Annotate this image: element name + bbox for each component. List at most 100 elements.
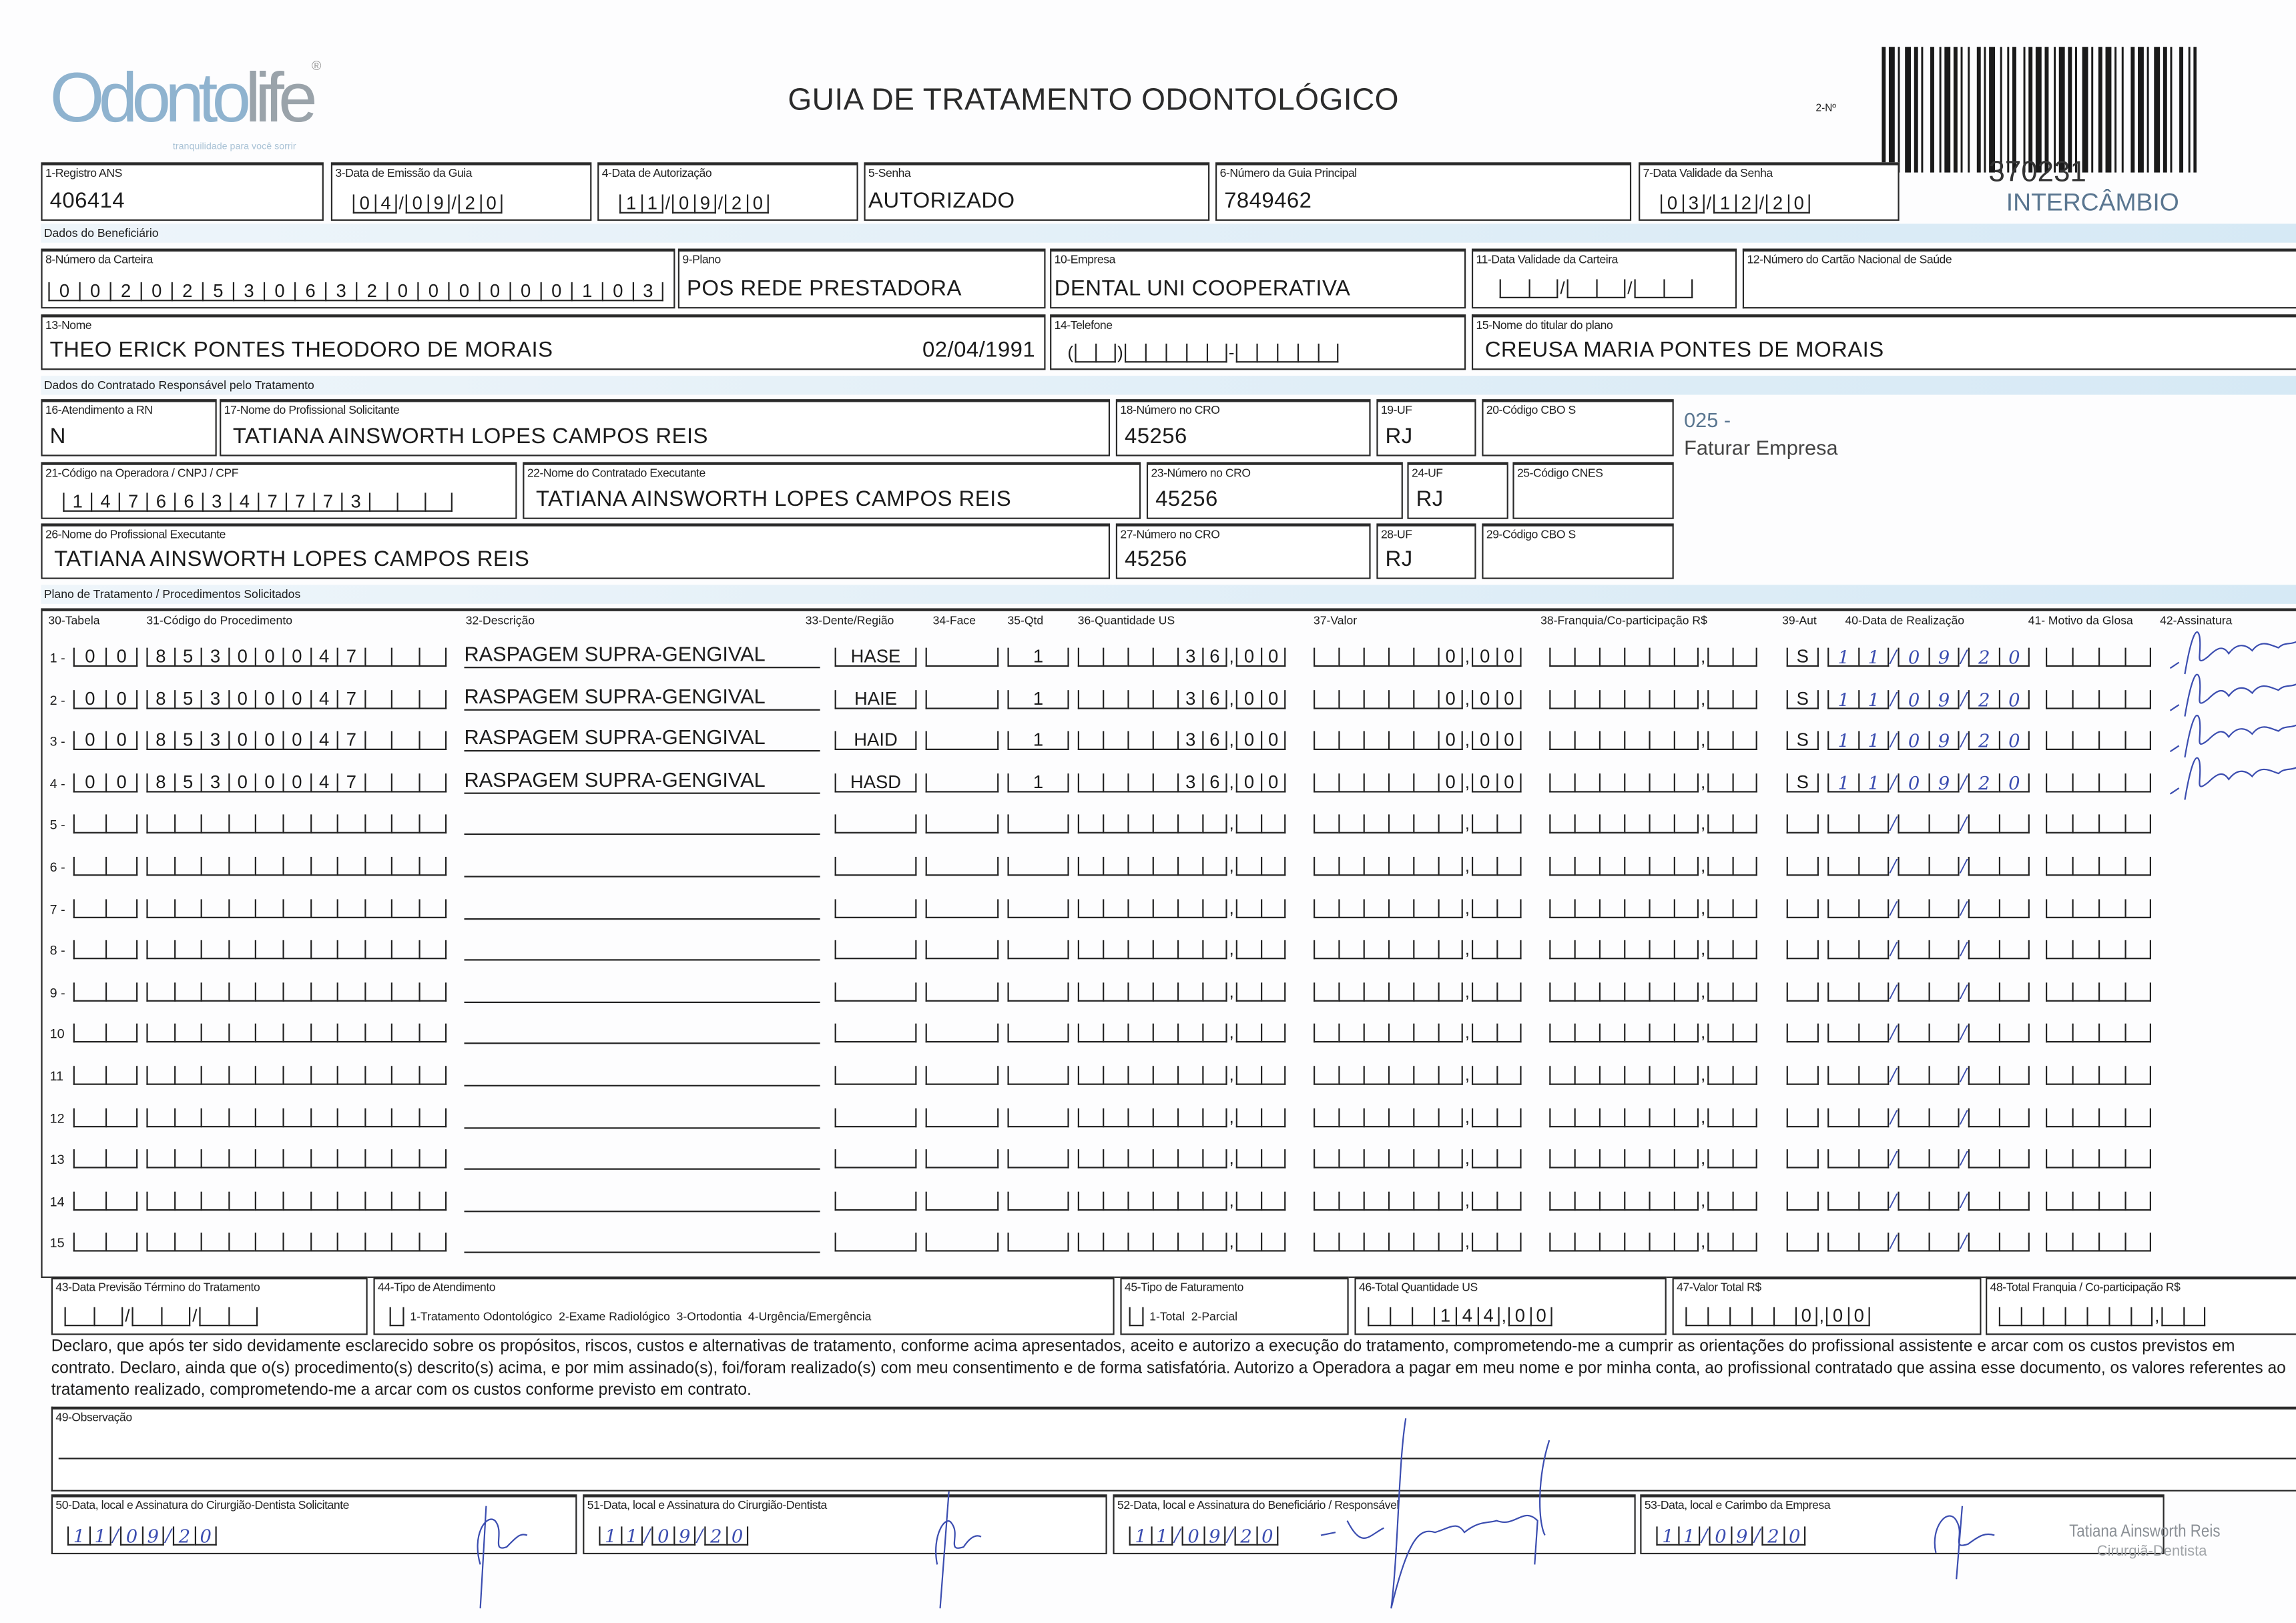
qtd-comb[interactable]: 1 [1007, 731, 1069, 751]
qtd-comb[interactable] [1007, 1191, 1069, 1211]
valor-comb[interactable]: , [1314, 814, 1522, 834]
field-total-quantidade-us[interactable]: 46-Total Quantidade US 1 4 4, 0 0 [1354, 1276, 1667, 1335]
dente-comb[interactable] [834, 1107, 917, 1127]
valor-comb[interactable]: , [1314, 1065, 1522, 1085]
data-realizacao-comb[interactable]: / / [1827, 1233, 2030, 1253]
glosa-comb[interactable] [2046, 647, 2151, 667]
franquia-comb[interactable]: , [1549, 689, 1757, 709]
dente-comb[interactable]: HAIE [834, 689, 917, 709]
data-realizacao-comb[interactable]: / / [1827, 1023, 2030, 1044]
qtd-comb[interactable] [1007, 1233, 1069, 1253]
qtd-comb[interactable] [1007, 815, 1069, 834]
glosa-comb[interactable] [2046, 1024, 2151, 1044]
field-assinatura-dentista[interactable]: 51-Data, local e Assinatura do Cirurgião… [583, 1494, 1107, 1555]
face-comb[interactable] [925, 731, 999, 751]
field-codigo-operadora[interactable]: 21-Código na Operadora / CNPJ / CPF 1 4 7 6 6… [41, 462, 517, 519]
face-comb[interactable] [925, 940, 999, 960]
field-uf-contratado[interactable]: 24-UF RJ [1407, 462, 1508, 519]
glosa-comb[interactable] [2046, 815, 2151, 834]
codigo-comb[interactable] [146, 1233, 447, 1253]
aut-comb[interactable] [1786, 898, 1819, 918]
face-comb[interactable] [925, 1233, 999, 1253]
codigo-comb[interactable] [146, 982, 447, 1002]
franquia-comb[interactable]: , [1549, 772, 1757, 793]
data-realizacao-comb[interactable]: / / [1827, 1107, 2030, 1127]
qtd-comb[interactable] [1007, 1066, 1069, 1085]
field-profissional-solicitante[interactable]: 17-Nome do Profissional Solicitante TATIA… [220, 399, 1111, 456]
data-realizacao-comb[interactable]: / / [1827, 940, 2030, 960]
codigo-comb[interactable] [146, 1024, 447, 1044]
glosa-comb[interactable] [2046, 1233, 2151, 1253]
field-nome[interactable]: 13-Nome THEO ERICK PONTES THEODORO DE MOR… [41, 314, 1046, 370]
qtd-comb[interactable] [1007, 940, 1069, 960]
qtd-us-comb[interactable]: , [1077, 1065, 1286, 1085]
face-comb[interactable] [925, 1066, 999, 1085]
tabela-comb[interactable] [73, 1024, 138, 1044]
glosa-comb[interactable] [2046, 982, 2151, 1002]
field-uf-solicitante[interactable]: 19-UF RJ [1376, 399, 1476, 456]
field-cro-contratado[interactable]: 23-Número no CRO 45256 [1146, 462, 1403, 519]
data-realizacao-comb[interactable]: 1 1/0 9/2 0 [1827, 772, 2030, 793]
qtd-comb[interactable] [1007, 1107, 1069, 1127]
valor-comb[interactable]: , [1314, 1149, 1522, 1169]
glosa-comb[interactable] [2046, 1107, 2151, 1127]
franquia-comb[interactable]: , [1549, 1191, 1757, 1211]
field-contratado-executante[interactable]: 22-Nome do Contratado Executante TATIANA … [523, 462, 1141, 519]
face-comb[interactable] [925, 689, 999, 709]
franquia-comb[interactable]: , [1549, 898, 1757, 918]
field-guia-principal[interactable]: 6-Número da Guia Principal 7849462 [1215, 162, 1632, 221]
field-numero-carteira[interactable]: 8-Número da Carteira 0 0 2 0 2 5 3 0 6 3 2 0 0 0 0 0 0 1 0 3 [41, 248, 675, 309]
data-realizacao-comb[interactable]: 1 1/0 9/2 0 [1827, 647, 2030, 667]
valor-comb[interactable]: , [1314, 1107, 1522, 1127]
glosa-comb[interactable] [2046, 1066, 2151, 1085]
valor-comb[interactable]: , [1314, 940, 1522, 960]
field-titular-plano[interactable]: 15-Nome do titular do plano CREUSA MARIA … [1471, 314, 2296, 370]
codigo-comb[interactable] [146, 1191, 447, 1211]
tabela-comb[interactable] [73, 856, 138, 876]
face-comb[interactable] [925, 815, 999, 834]
qtd-us-comb[interactable]: , [1077, 1149, 1286, 1169]
dente-comb[interactable] [834, 940, 917, 960]
field-senha[interactable]: 5-Senha AUTORIZADO [864, 162, 1210, 221]
dente-comb[interactable]: HASD [834, 772, 917, 793]
valor-comb[interactable]: , [1314, 982, 1522, 1002]
field-atendimento-rn[interactable]: 16-Atendimento a RN N [41, 399, 217, 456]
aut-comb[interactable] [1786, 1066, 1819, 1085]
qtd-us-comb[interactable]: , [1077, 1191, 1286, 1211]
franquia-comb[interactable]: , [1549, 647, 1757, 667]
data-realizacao-comb[interactable]: / / [1827, 856, 2030, 876]
field-cro-executante[interactable]: 27-Número no CRO 45256 [1115, 523, 1371, 579]
qtd-comb[interactable] [1007, 1149, 1069, 1169]
glosa-comb[interactable] [2046, 689, 2151, 709]
data-realizacao-comb[interactable]: / / [1827, 982, 2030, 1002]
tabela-comb[interactable] [73, 815, 138, 834]
codigo-comb[interactable] [146, 1107, 447, 1127]
franquia-comb[interactable]: , [1549, 1233, 1757, 1253]
dente-comb[interactable] [834, 856, 917, 876]
option-cell[interactable] [389, 1307, 404, 1327]
qtd-us-comb[interactable]: , [1077, 1023, 1286, 1044]
qtd-us-comb[interactable]: , [1077, 856, 1286, 876]
codigo-comb[interactable] [146, 1066, 447, 1085]
field-cbo-executante[interactable]: 29-Código CBO S [1482, 523, 1674, 579]
field-telefone[interactable]: 14-Telefone() - [1050, 314, 1466, 370]
field-observacao[interactable]: 49-Observação [51, 1406, 2296, 1492]
dente-comb[interactable] [834, 815, 917, 834]
dente-comb[interactable] [834, 1233, 917, 1253]
glosa-comb[interactable] [2046, 940, 2151, 960]
data-realizacao-comb[interactable]: / / [1827, 814, 2030, 834]
tabela-comb[interactable] [73, 1149, 138, 1169]
aut-comb[interactable] [1786, 1233, 1819, 1253]
aut-comb[interactable]: S [1786, 647, 1819, 667]
dente-comb[interactable] [834, 1149, 917, 1169]
codigo-comb[interactable] [146, 815, 447, 834]
valor-comb[interactable]: , [1314, 856, 1522, 876]
tabela-comb[interactable] [73, 1233, 138, 1253]
face-comb[interactable] [925, 647, 999, 667]
aut-comb[interactable] [1786, 815, 1819, 834]
